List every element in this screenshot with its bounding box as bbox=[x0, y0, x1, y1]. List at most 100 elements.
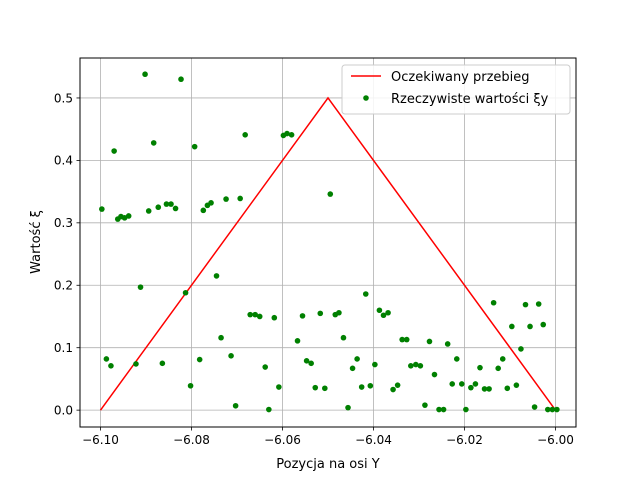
actual-data-point bbox=[549, 406, 556, 413]
y-axis-ticks: 0.0 0.1 0.2 0.3 0.4 0.5 bbox=[54, 91, 80, 417]
x-tick-label: −6.02 bbox=[446, 433, 483, 447]
y-tick-label: 0.5 bbox=[54, 91, 73, 105]
actual-data-point bbox=[299, 313, 306, 319]
legend-box bbox=[341, 64, 571, 115]
actual-data-point bbox=[544, 406, 551, 413]
actual-data-point bbox=[453, 356, 460, 362]
actual-data-point bbox=[223, 196, 229, 202]
actual-data-point bbox=[390, 386, 396, 393]
actual-data-point bbox=[237, 195, 243, 202]
legend: Oczekiwany przebieg Rzeczywiste wartości… bbox=[341, 64, 571, 115]
actual-data-point bbox=[399, 336, 405, 343]
actual-data-point bbox=[172, 205, 179, 212]
actual-data-point bbox=[252, 311, 258, 318]
actual-data-point bbox=[376, 307, 383, 314]
actual-data-point bbox=[540, 321, 547, 328]
actual-data-point bbox=[449, 381, 456, 387]
actual-data-point bbox=[468, 384, 474, 391]
x-tick-label: −6.06 bbox=[264, 433, 301, 447]
actual-data-point bbox=[137, 284, 144, 290]
actual-data-point bbox=[481, 386, 488, 392]
actual-data-point bbox=[513, 382, 520, 388]
actual-data-point bbox=[417, 363, 424, 369]
legend-actual-marker-swatch bbox=[363, 95, 369, 101]
actual-data-point bbox=[472, 381, 479, 387]
actual-data-point bbox=[518, 346, 524, 352]
actual-data-point bbox=[358, 384, 365, 390]
x-tick-label: −6.08 bbox=[173, 433, 210, 447]
x-tick-label: −6.00 bbox=[537, 433, 574, 447]
actual-data-point bbox=[159, 360, 166, 367]
actual-data-point bbox=[362, 291, 369, 297]
actual-data-point bbox=[486, 386, 492, 392]
x-axis-ticks: −6.10 −6.08 −6.06 −6.04 −6.02 −6.00 bbox=[82, 427, 574, 447]
actual-data-point bbox=[294, 338, 301, 344]
actual-data-point bbox=[380, 312, 387, 319]
actual-data-point bbox=[145, 208, 152, 214]
actual-data-point bbox=[317, 310, 324, 317]
actual-data-point bbox=[527, 323, 533, 330]
actual-data-point bbox=[531, 404, 538, 410]
y-tick-label: 0.2 bbox=[54, 279, 73, 293]
actual-data-point bbox=[345, 404, 351, 411]
actual-data-point bbox=[178, 76, 184, 83]
actual-data-point bbox=[440, 406, 447, 413]
scatter-layer bbox=[99, 71, 560, 413]
actual-data-point bbox=[288, 131, 295, 138]
y-tick-label: 0.3 bbox=[54, 216, 73, 230]
actual-data-point bbox=[108, 363, 114, 369]
actual-data-point bbox=[535, 301, 542, 307]
actual-data-point bbox=[99, 206, 105, 212]
actual-data-point bbox=[354, 356, 360, 362]
actual-data-point bbox=[367, 382, 374, 389]
actual-data-point bbox=[284, 130, 290, 137]
actual-data-point bbox=[522, 301, 529, 308]
y-tick-label: 0.4 bbox=[54, 154, 73, 168]
x-tick-label: −6.04 bbox=[355, 433, 392, 447]
legend-expected-label: Oczekiwany przebieg bbox=[391, 70, 530, 85]
actual-data-point bbox=[490, 299, 497, 306]
actual-data-point bbox=[256, 313, 263, 320]
actual-data-point bbox=[163, 201, 170, 207]
actual-data-point bbox=[150, 140, 157, 146]
actual-data-point bbox=[327, 191, 334, 197]
legend-actual-label: Rzeczywiste wartości ξy bbox=[391, 92, 549, 107]
actual-data-point bbox=[349, 365, 356, 372]
actual-data-point bbox=[218, 334, 224, 341]
actual-data-point bbox=[125, 213, 132, 219]
actual-data-point bbox=[262, 364, 269, 370]
actual-data-point bbox=[336, 309, 342, 316]
actual-data-point bbox=[458, 381, 465, 387]
y-tick-label: 0.0 bbox=[54, 403, 73, 417]
actual-data-point bbox=[322, 385, 328, 392]
actual-data-point bbox=[276, 384, 282, 390]
actual-data-point bbox=[495, 365, 501, 372]
actual-data-point bbox=[196, 356, 203, 363]
actual-data-point bbox=[477, 364, 483, 371]
actual-data-point bbox=[168, 201, 174, 207]
actual-data-point bbox=[444, 341, 451, 347]
actual-data-point bbox=[394, 382, 401, 388]
actual-data-point bbox=[340, 334, 347, 341]
actual-data-point bbox=[200, 207, 207, 214]
actual-data-point bbox=[403, 336, 410, 343]
actual-data-point bbox=[554, 406, 560, 413]
actual-data-point bbox=[303, 358, 310, 364]
actual-data-point bbox=[155, 204, 162, 211]
expected-series-line bbox=[99, 96, 557, 411]
actual-data-point bbox=[208, 200, 214, 206]
grid bbox=[80, 58, 576, 427]
actual-data-point bbox=[187, 382, 194, 389]
actual-data-point bbox=[463, 406, 469, 413]
actual-data-point bbox=[182, 289, 189, 296]
actual-data-point bbox=[426, 338, 433, 345]
expected-line-layer bbox=[99, 96, 557, 411]
actual-data-point bbox=[372, 361, 378, 368]
actual-data-point bbox=[431, 371, 438, 378]
plot-frame bbox=[79, 57, 577, 428]
actual-data-point bbox=[247, 311, 253, 318]
actual-data-point bbox=[436, 406, 442, 413]
actual-data-point bbox=[499, 356, 506, 362]
y-axis-label: Wartość ξ bbox=[29, 210, 44, 274]
